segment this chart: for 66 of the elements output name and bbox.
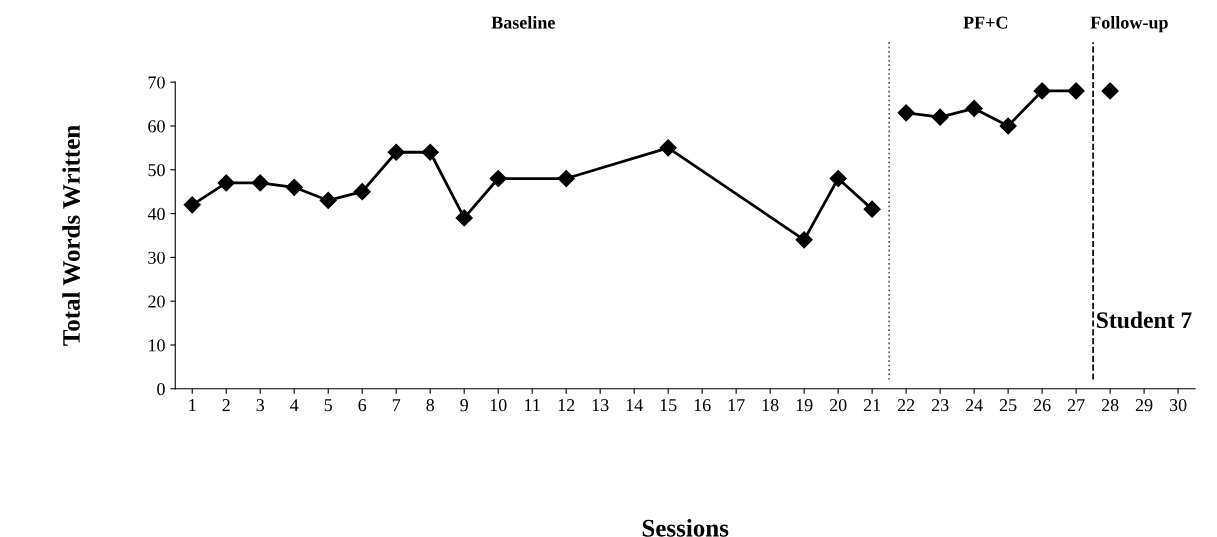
x-tick-label: 13: [592, 399, 609, 412]
point: [897, 104, 915, 122]
y-tick-label: 70: [148, 76, 165, 89]
x-tick-label: 10: [490, 399, 507, 412]
point: [1033, 82, 1051, 100]
x-tick-label: 21: [863, 399, 881, 412]
x-tick-label: 18: [762, 399, 779, 412]
point: [557, 169, 575, 188]
x-tick-label: 1: [189, 399, 196, 412]
point: [863, 200, 881, 218]
point: [931, 108, 949, 126]
text: PF+C: [963, 16, 1008, 29]
text: Follow-up: [1090, 15, 1168, 33]
x-tick-label: 17: [728, 399, 745, 412]
x-tick-label: 4: [290, 399, 299, 412]
x-tick-label: 12: [558, 399, 575, 412]
point: [319, 191, 337, 209]
x-tick-label: 2: [222, 399, 230, 412]
x-tick-label: 14: [626, 399, 643, 412]
y-tick-label: 20: [148, 295, 165, 308]
point: [217, 174, 235, 192]
point: [829, 169, 847, 188]
x-tick-label: 28: [1101, 399, 1119, 412]
point: [285, 178, 303, 196]
y-axis-title: Total Words Written: [62, 125, 81, 346]
point: [1067, 82, 1085, 100]
x-tick-label: 8: [426, 399, 435, 412]
y-tick-label: 60: [148, 120, 165, 133]
text: Baseline: [491, 15, 555, 29]
point: [489, 169, 507, 188]
x-tick-label: 19: [796, 399, 813, 412]
x-tick-label: 11: [525, 399, 540, 412]
x-tick-label: 26: [1033, 399, 1051, 412]
x-tick-label: 5: [324, 399, 333, 412]
y-tick-label: 0: [157, 383, 165, 396]
annotation: Student 7: [1097, 311, 1192, 329]
point: [455, 209, 473, 227]
x-tick-label: 16: [694, 399, 711, 412]
point: [795, 231, 813, 249]
x-tick-label: 27: [1067, 399, 1085, 412]
point: [659, 139, 677, 157]
x-axis-title: Sessions: [642, 519, 729, 537]
x-tick-label: 30: [1169, 399, 1187, 412]
x-tick-label: 3: [256, 399, 265, 412]
point: [999, 117, 1017, 135]
y-tick-label: 30: [148, 251, 165, 264]
x-tick-label: 25: [999, 399, 1017, 412]
point: [387, 143, 405, 161]
point: [421, 143, 439, 161]
y-tick-label: 10: [149, 339, 165, 352]
x-tick-label: 6: [358, 399, 367, 412]
x-tick-label: 22: [897, 399, 915, 412]
point: [1101, 82, 1119, 100]
x-tick-label: 7: [392, 399, 401, 412]
x-tick-label: 15: [660, 399, 677, 412]
x-tick-label: 23: [931, 399, 949, 412]
x-tick-label: 24: [965, 399, 983, 412]
point: [965, 99, 983, 117]
y-tick-label: 40: [147, 207, 165, 221]
point: [251, 174, 269, 192]
point: [183, 196, 201, 214]
point: [353, 183, 371, 201]
x-tick-label: 20: [829, 399, 847, 412]
y-tick-label: 50: [148, 164, 165, 177]
x-tick-label: 9: [460, 399, 468, 412]
x-tick-label: 29: [1135, 399, 1153, 412]
